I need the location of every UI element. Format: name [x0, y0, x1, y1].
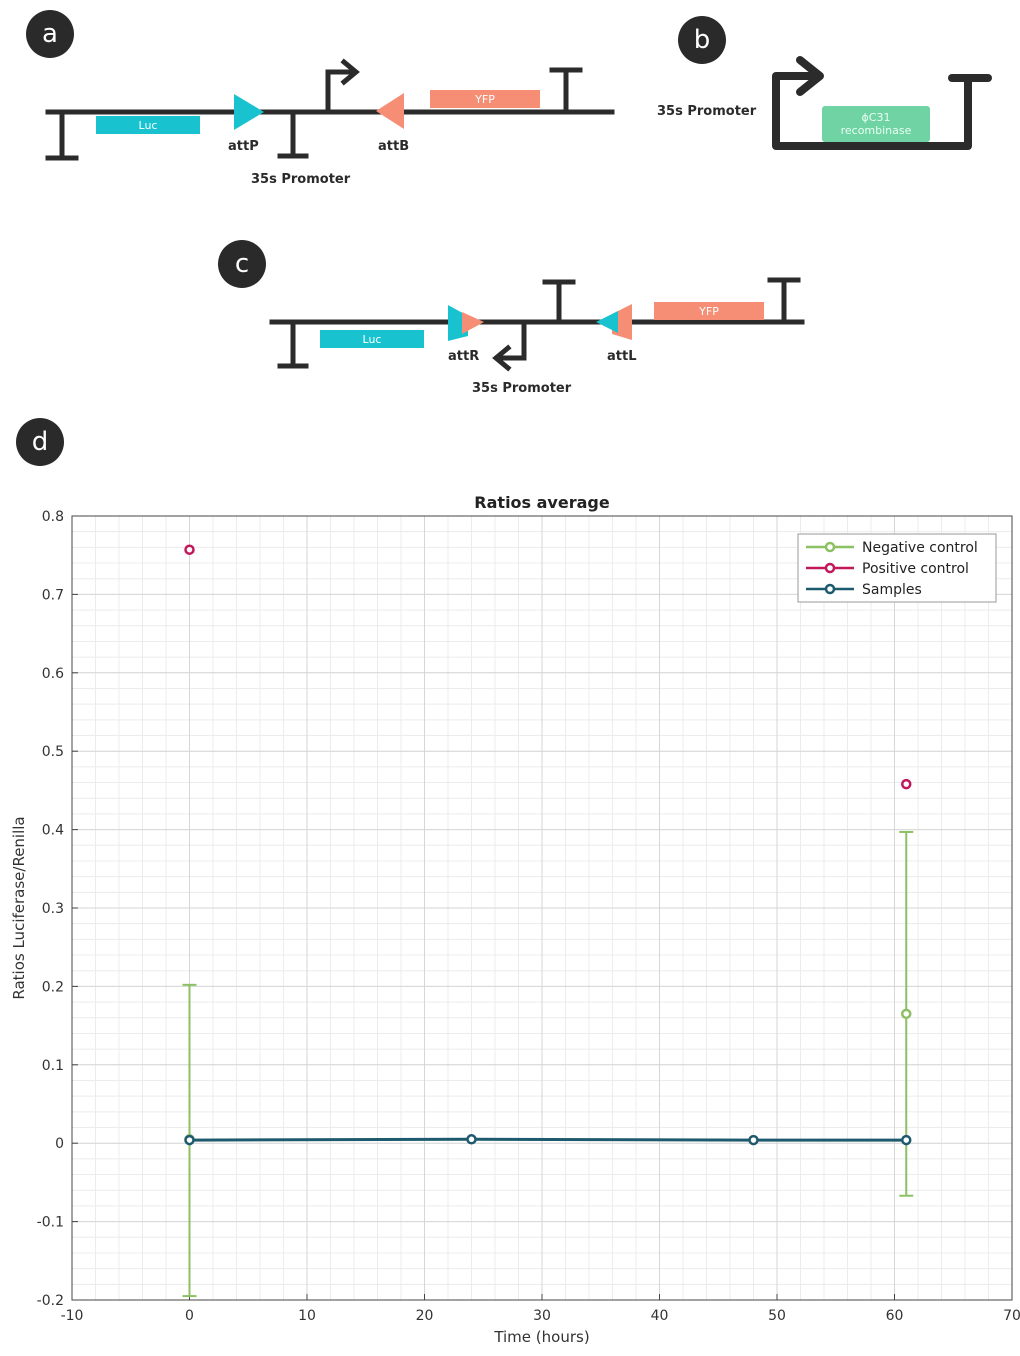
- panel-c-attL-label: attL: [607, 349, 637, 364]
- legend-label: Negative control: [862, 540, 978, 556]
- chart-title: Ratios average: [474, 493, 610, 512]
- y-tick-label: 0.4: [42, 823, 64, 839]
- chart-ticks: -10 0 10 20 30 40 50 60 70 -0.2 -0.1 0 0.1 0.2 0.3 0.4 0…: [37, 509, 1020, 1324]
- legend-label: Positive control: [862, 561, 969, 577]
- panel-c-promoter-arrow: [497, 319, 527, 361]
- panel-b-recombinase-line1: ϕC31: [861, 111, 891, 124]
- chart-marks: [182, 544, 914, 1298]
- panel-c-promoter-label: 35s Promoter: [472, 381, 572, 396]
- legend-marker: [824, 583, 836, 595]
- panel-a-promoter-label: 35s Promoter: [251, 172, 351, 187]
- y-tick-label: 0.3: [42, 901, 64, 917]
- panel-a-construct-diagram: [45, 58, 615, 161]
- panel-c-attR-label: attR: [448, 349, 480, 364]
- legend-marker: [824, 562, 836, 574]
- panel-b-promoter-arrow: [772, 72, 814, 88]
- chart-legend: Negative control Positive control Samples: [797, 533, 997, 603]
- panel-a-yfp-gene: [430, 90, 540, 108]
- x-tick-label: 50: [768, 1308, 786, 1324]
- panel-c-luc-gene: [320, 330, 424, 348]
- chart-x-axis-label: Time (hours): [493, 1328, 589, 1346]
- samples-point: [466, 1134, 477, 1145]
- panel-a-badge: a: [26, 10, 74, 58]
- panel-a-promoter-arrow: [325, 69, 355, 115]
- panel-b-badge: b: [678, 16, 726, 64]
- panel-a-luc-label: Luc: [138, 118, 158, 132]
- panel-a-attP-label: attP: [228, 139, 259, 154]
- panel-a-yfp-label: YFP: [475, 92, 495, 106]
- panel-a-luc-gene: [96, 116, 200, 134]
- samples-point: [748, 1134, 759, 1146]
- y-tick-label: 0: [55, 1136, 64, 1152]
- legend-label: Samples: [862, 582, 922, 598]
- x-tick-label: 40: [651, 1308, 669, 1324]
- x-tick-label: 10: [298, 1308, 316, 1324]
- y-tick-label: 0.1: [42, 1058, 64, 1074]
- x-tick-label: 20: [416, 1308, 434, 1324]
- y-tick-label: 0.8: [42, 509, 64, 525]
- y-tick-label: -0.2: [37, 1293, 64, 1309]
- panel-d-badge: d: [16, 418, 64, 466]
- samples-point: [901, 1134, 912, 1146]
- x-tick-label: 30: [533, 1308, 551, 1324]
- y-tick-label: 0.2: [42, 979, 64, 995]
- chart-y-axis-label: Ratios Luciferase/Renilla: [10, 816, 28, 999]
- panel-a-attP-site: [234, 94, 264, 130]
- panel-c-construct-diagram: [269, 277, 805, 372]
- panel-b-recombinase-gene: [822, 106, 930, 142]
- panel-a-attB-label: attB: [378, 139, 410, 154]
- panel-c-luc-label: Luc: [362, 332, 382, 346]
- panel-b-recombinase-label: ϕC31 recombinase: [822, 108, 930, 140]
- samples-point: [184, 1134, 195, 1146]
- negative-control-point: [901, 1008, 912, 1020]
- panel-b-backbone: [772, 76, 972, 150]
- panel-b-promoter-label: 35s Promoter: [657, 104, 757, 119]
- positive-control-point: [901, 778, 912, 790]
- panel-c-yfp-label: YFP: [699, 304, 719, 318]
- ratios-chart: -10 0 10 20 30 40 50 60 70 -0.2 -0.1 0 0.1 0.2 0.3 0.4 0…: [10, 493, 1020, 1346]
- y-tick-label: 0.5: [42, 744, 64, 760]
- x-tick-label: -10: [61, 1308, 84, 1324]
- positive-control-point: [184, 544, 195, 555]
- x-tick-label: 60: [886, 1308, 904, 1324]
- y-tick-label: -0.1: [37, 1215, 64, 1231]
- panel-b-recombinase-line2: recombinase: [840, 124, 912, 137]
- panel-c-badge: c: [218, 240, 266, 288]
- panel-a-attB-site: [376, 93, 404, 129]
- legend-marker: [824, 541, 836, 553]
- x-tick-label: 70: [1003, 1308, 1020, 1324]
- panel-c-yfp-gene: [654, 302, 764, 320]
- panel-b-plasmid-diagram: [772, 56, 992, 150]
- y-tick-label: 0.7: [42, 587, 64, 603]
- x-tick-label: 0: [185, 1308, 194, 1324]
- samples-line: [189, 1137, 907, 1142]
- y-tick-label: 0.6: [42, 666, 64, 682]
